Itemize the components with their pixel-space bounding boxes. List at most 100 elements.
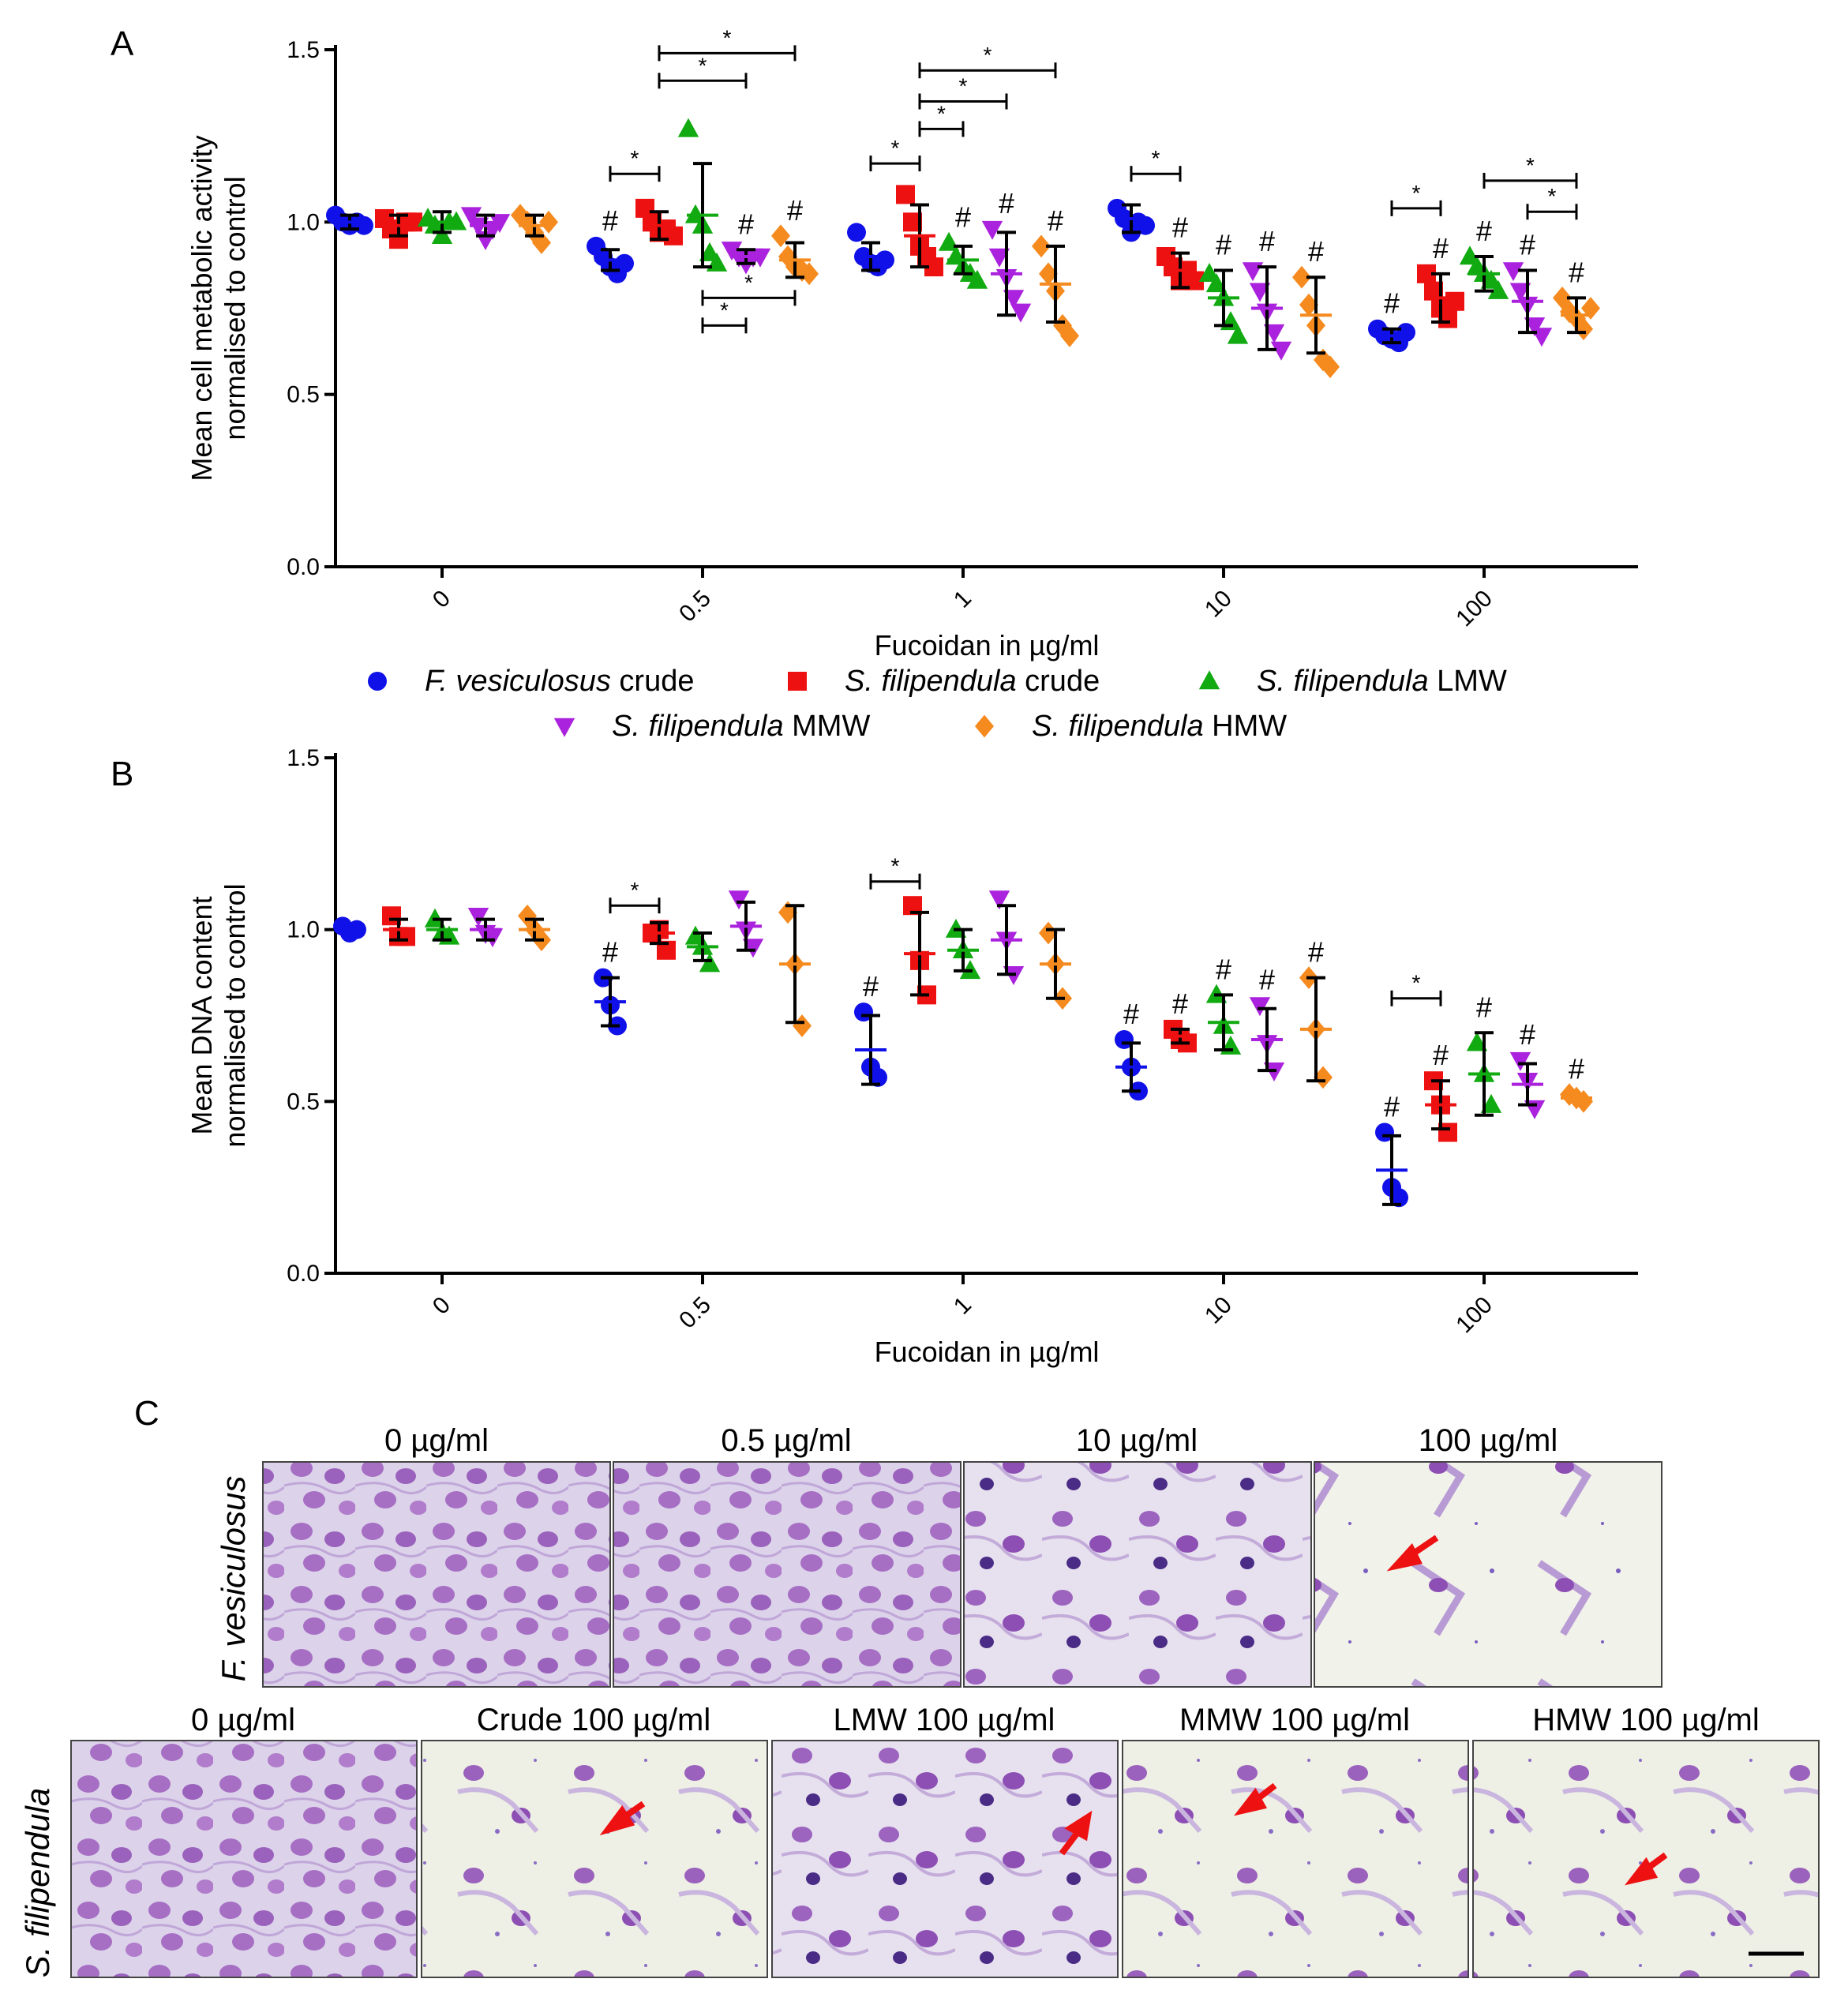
chart-a: 0.0 0.5 1.0 1.5 0 0.5 1 10 100 Fucoidan in µg/ml M… [186, 25, 1638, 661]
hash-mark: # [1216, 953, 1231, 985]
legend-marker [975, 714, 994, 738]
data-point [1060, 324, 1079, 347]
significance-star: * [1412, 971, 1421, 995]
x-tick-label: 1 [949, 1292, 976, 1320]
panel-letter-a: A [111, 24, 134, 63]
x-tick-label: 10 [1200, 586, 1237, 623]
annotation-arrows [599, 1535, 1668, 1886]
micrograph-fv-0 [262, 1461, 611, 1688]
photo-title-fv-0: 0 µg/ml [384, 1423, 489, 1458]
x-tick-label: 10 [1200, 1292, 1237, 1329]
legend-label: S. filipendula HMW [1032, 710, 1287, 743]
data-point [1531, 328, 1553, 347]
x-tick-label: 100 [1451, 586, 1498, 632]
data-point [847, 223, 866, 242]
data-point [778, 245, 797, 268]
hash-mark: # [1520, 228, 1535, 260]
y-axis-title-line2: normalised to control [219, 176, 251, 440]
data-point [1524, 317, 1546, 337]
photo-title-sf-crude: Crude 100 µg/ml [477, 1703, 711, 1737]
data-point [1270, 341, 1292, 361]
significance-star: * [959, 74, 968, 99]
hash-mark: # [787, 194, 803, 227]
significance-star: * [1526, 153, 1535, 178]
significance-star: * [744, 270, 753, 294]
significance-star: * [937, 101, 946, 126]
hash-mark: # [999, 187, 1014, 219]
hash-mark: # [1384, 1091, 1400, 1123]
data-point [1480, 1093, 1502, 1113]
data-point [1263, 324, 1285, 343]
y-tick-label: 0.0 [287, 554, 320, 580]
data-point [1227, 324, 1249, 344]
data-point [981, 220, 1003, 240]
legend: F. vesiculosus crude S. filipendula crude… [368, 665, 1507, 743]
data-point [1581, 297, 1600, 320]
micrograph-sf-lmw [771, 1740, 1119, 1978]
hash-mark: # [1172, 988, 1188, 1020]
y-tick-label: 1.5 [287, 745, 320, 771]
x-axis-title: Fucoidan in µg/ml [875, 1336, 1100, 1368]
data-point [1314, 1066, 1333, 1089]
data-point [1039, 262, 1058, 286]
significance-star: * [1548, 184, 1557, 208]
row-label-f-vesiculosus: F. vesiculosus [215, 1476, 252, 1682]
hash-mark: # [1172, 212, 1188, 244]
x-tick-label: 0 [428, 1292, 455, 1320]
hash-mark: # [1569, 256, 1584, 288]
legend-marker [1198, 670, 1220, 690]
legend-label: S. filipendula crude [845, 665, 1100, 698]
data-point [1039, 921, 1058, 945]
y-axis-title-line1: Mean DNA content [186, 896, 218, 1134]
data-point [800, 262, 819, 286]
data-point [896, 185, 915, 204]
hash-mark: # [1308, 936, 1324, 969]
data-point [699, 953, 721, 973]
data-point [1242, 262, 1264, 282]
x-tick-label: 0.5 [674, 586, 716, 628]
legend-label: S. filipendula LMW [1257, 665, 1507, 698]
y-tick-label: 1.0 [287, 209, 320, 235]
significance-star: * [1412, 181, 1421, 205]
data-point [988, 248, 1010, 268]
data-point [1249, 283, 1271, 302]
data-point [966, 269, 988, 289]
data-point [532, 231, 551, 254]
data-point [1010, 303, 1032, 323]
significance-star: * [723, 25, 732, 50]
panel-letter-c: C [134, 1394, 159, 1433]
data-point [1314, 348, 1333, 372]
red-arrow-head-icon [1233, 1787, 1268, 1816]
x-tick-label: 0 [428, 586, 455, 613]
photo-title-fv-10: 10 µg/ml [1076, 1423, 1198, 1458]
photo-title-sf-mmw: MMW 100 µg/ml [1179, 1703, 1410, 1737]
chart-b: 0.0 0.5 1.0 1.5 0 0.5 1 10 100 Fucoidan in µg/ml M… [186, 745, 1638, 1368]
micrograph-fv-100 [1314, 1461, 1662, 1688]
photo-title-sf-0: 0 µg/ml [191, 1703, 295, 1737]
data-point [1321, 355, 1340, 379]
micrograph-sf-mmw [1122, 1740, 1469, 1978]
data-point [354, 215, 373, 235]
legend-label-fraction: crude [611, 665, 695, 698]
data-point [482, 928, 504, 948]
legend-marker [788, 672, 807, 691]
red-arrow-head-icon [599, 1804, 635, 1836]
data-point [778, 901, 797, 924]
legend-marker [553, 718, 575, 737]
hash-mark: # [955, 201, 971, 234]
hash-mark: # [1476, 215, 1492, 247]
significance-star: * [631, 878, 639, 902]
significance-star: * [631, 146, 639, 171]
data-point [742, 939, 764, 958]
photo-title-fv-05: 0.5 µg/ml [721, 1423, 851, 1458]
y-tick-label: 0.5 [287, 1089, 320, 1115]
data-point [518, 904, 537, 928]
data-point [1136, 215, 1155, 235]
hash-mark: # [1476, 991, 1492, 1023]
y-tick-label: 1.5 [287, 37, 320, 63]
data-point [868, 1067, 887, 1087]
red-arrow-head-icon [1386, 1542, 1423, 1572]
row-label-s-filipendula: S. filipendula [19, 1788, 56, 1978]
legend-label-species: S. filipendula [845, 665, 1017, 698]
